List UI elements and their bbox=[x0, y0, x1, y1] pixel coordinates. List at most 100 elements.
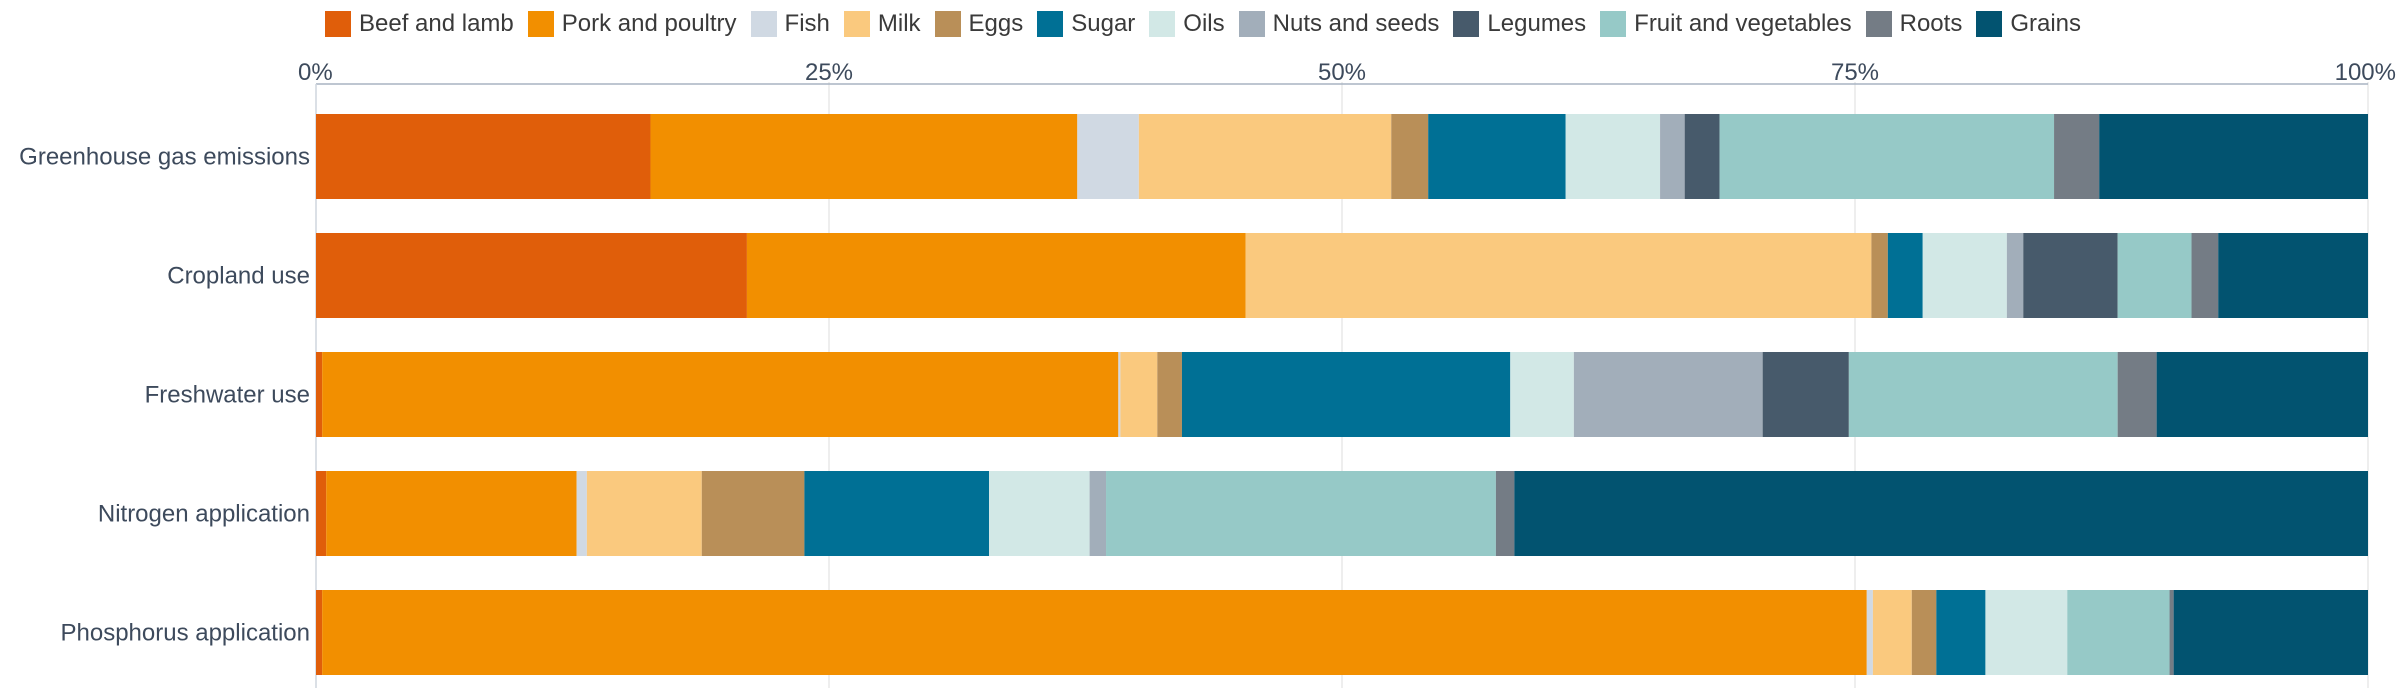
legend-swatch bbox=[1149, 11, 1176, 37]
bar-segment-sugar bbox=[1887, 233, 1923, 318]
bar-segment-eggs bbox=[701, 471, 805, 556]
category-label: Greenhouse gas emissions bbox=[19, 144, 310, 171]
bar-segment-eggs bbox=[1157, 352, 1182, 437]
legend-item-grains: Grains bbox=[1976, 10, 2081, 38]
legend-label: Fruit and vegetables bbox=[1634, 10, 1852, 37]
category-label: Nitrogen application bbox=[98, 501, 310, 528]
bar-segment-roots bbox=[2054, 114, 2100, 199]
bar-segment-grains bbox=[2218, 233, 2368, 318]
bar-segment-eggs bbox=[1391, 114, 1429, 199]
bar-row-nitrogen-application: Nitrogen application bbox=[98, 471, 2368, 556]
category-label: Freshwater use bbox=[145, 382, 310, 409]
bar-segment-pork-and-poultry bbox=[322, 352, 1119, 437]
legend-swatch bbox=[843, 11, 870, 37]
bar-segment-oils bbox=[1922, 233, 2007, 318]
legend-swatch bbox=[1976, 11, 2003, 37]
legend-item-sugar: Sugar bbox=[1037, 10, 1135, 38]
legend-swatch bbox=[1238, 11, 1265, 37]
legend-label: Milk bbox=[877, 10, 921, 37]
bar-row-phosphorus-application: Phosphorus application bbox=[60, 590, 2368, 675]
bar-segment-fruit-and-vegetables bbox=[2117, 233, 2192, 318]
x-tick-label: 50% bbox=[1318, 59, 1366, 86]
bar-segment-grains bbox=[1514, 471, 2368, 556]
bar-segment-nuts-and-seeds bbox=[1089, 471, 1107, 556]
bar-segment-beef-and-lamb bbox=[316, 114, 651, 199]
bar-segment-sugar bbox=[1181, 352, 1511, 437]
bar-segment-beef-and-lamb bbox=[316, 352, 323, 437]
legend-label: Pork and poultry bbox=[561, 10, 737, 37]
x-tick-label: 100% bbox=[2335, 59, 2396, 86]
legend-item-milk: Milk bbox=[843, 10, 921, 38]
bar-segment-beef-and-lamb bbox=[316, 471, 327, 556]
legend-item-oils: Oils bbox=[1149, 10, 1225, 38]
legend-label: Legumes bbox=[1487, 10, 1587, 37]
bar-segment-legumes bbox=[2023, 233, 2118, 318]
legend-item-nuts-and-seeds: Nuts and seeds bbox=[1238, 10, 1440, 38]
bar-segment-milk bbox=[1138, 114, 1392, 199]
legend-swatch bbox=[750, 11, 777, 37]
bar-segment-legumes bbox=[1762, 352, 1849, 437]
x-tick-label: 25% bbox=[805, 59, 853, 86]
legend-item-eggs: Eggs bbox=[934, 10, 1024, 38]
legend-item-fruit-and-vegetables: Fruit and vegetables bbox=[1600, 10, 1852, 38]
bar-segment-beef-and-lamb bbox=[316, 233, 747, 318]
bar-segment-fish bbox=[1866, 590, 1873, 675]
legend-item-legumes: Legumes bbox=[1453, 10, 1586, 38]
bar-segment-roots bbox=[2117, 352, 2157, 437]
legend-label: Eggs bbox=[968, 10, 1024, 37]
legend-swatch bbox=[1600, 11, 1627, 37]
legend-label: Roots bbox=[1899, 10, 1963, 37]
legend-item-fish: Fish bbox=[750, 10, 830, 38]
bar-row-cropland-use: Cropland use bbox=[167, 233, 2368, 318]
legend-label: Oils bbox=[1183, 10, 1225, 37]
bar-segment-fruit-and-vegetables bbox=[1106, 471, 1496, 556]
legend-swatch bbox=[325, 11, 351, 37]
bar-segment-milk bbox=[586, 471, 702, 556]
legend-label: Sugar bbox=[1071, 10, 1136, 37]
legend-label: Nuts and seeds bbox=[1272, 10, 1440, 37]
bar-segment-eggs bbox=[1871, 233, 1888, 318]
legend: Beef and lamb Pork and poultry Fish Milk Egg… bbox=[325, 6, 2095, 42]
bar-segment-oils bbox=[1565, 114, 1661, 199]
bar-segment-fruit-and-vegetables bbox=[1848, 352, 2118, 437]
category-label: Phosphorus application bbox=[60, 620, 310, 647]
bar-segment-grains bbox=[2173, 590, 2368, 675]
bar-segment-sugar bbox=[1428, 114, 1566, 199]
legend-swatch bbox=[1037, 11, 1064, 37]
legend-label: Grains bbox=[2010, 10, 2082, 37]
bar-segment-pork-and-poultry bbox=[326, 471, 577, 556]
bar-segment-fruit-and-vegetables bbox=[1719, 114, 2055, 199]
legend-item-beef-and-lamb: Beef and lamb bbox=[325, 10, 514, 38]
bar-segment-nuts-and-seeds bbox=[1573, 352, 1763, 437]
bar-segment-roots bbox=[2169, 590, 2174, 675]
bar-row-freshwater-use: Freshwater use bbox=[145, 352, 2368, 437]
bar-segment-nuts-and-seeds bbox=[1660, 114, 1685, 199]
bar-segment-fish bbox=[576, 471, 587, 556]
legend-swatch bbox=[934, 11, 961, 37]
bar-segment-roots bbox=[2191, 233, 2219, 318]
bar-segment-eggs bbox=[1911, 590, 1937, 675]
bar-segment-fish bbox=[1118, 352, 1121, 437]
bar-segment-fruit-and-vegetables bbox=[2067, 590, 2170, 675]
bar-segment-beef-and-lamb bbox=[316, 590, 323, 675]
bar-segment-pork-and-poultry bbox=[746, 233, 1246, 318]
bar-segment-oils bbox=[1985, 590, 2068, 675]
bar-segment-milk bbox=[1245, 233, 1872, 318]
legend-item-roots: Roots bbox=[1865, 10, 1963, 38]
legend-swatch bbox=[1865, 11, 1892, 37]
bar-segment-milk bbox=[1872, 590, 1912, 675]
bar-segment-fish bbox=[1077, 114, 1139, 199]
bar-row-greenhouse-gas-emissions: Greenhouse gas emissions bbox=[19, 114, 2368, 199]
bar-segment-roots bbox=[1495, 471, 1515, 556]
bar-segment-nuts-and-seeds bbox=[2006, 233, 2024, 318]
bar-segment-grains bbox=[2156, 352, 2368, 437]
bar-segment-oils bbox=[989, 471, 1090, 556]
x-tick-label: 75% bbox=[1831, 59, 1879, 86]
x-tick-label: 0% bbox=[298, 59, 333, 86]
bar-segment-grains bbox=[2099, 114, 2368, 199]
bar-segment-sugar bbox=[1936, 590, 1986, 675]
bar-segment-pork-and-poultry bbox=[650, 114, 1078, 199]
legend-swatch bbox=[1453, 11, 1480, 37]
